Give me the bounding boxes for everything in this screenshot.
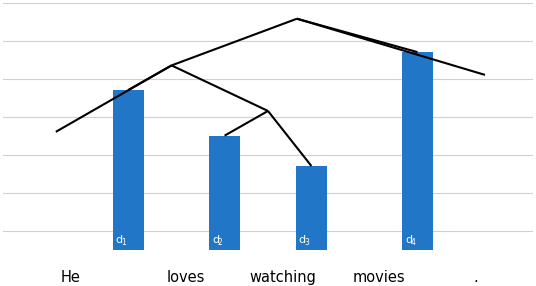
Bar bbox=[113, 90, 144, 249]
Text: d: d bbox=[299, 235, 306, 245]
Text: 3: 3 bbox=[304, 238, 309, 247]
Text: d: d bbox=[116, 235, 123, 245]
Text: .: . bbox=[473, 270, 478, 285]
Text: 2: 2 bbox=[218, 238, 222, 247]
Text: 4: 4 bbox=[411, 238, 415, 247]
Bar bbox=[402, 52, 433, 249]
Text: 1: 1 bbox=[122, 238, 126, 247]
Text: He: He bbox=[61, 270, 80, 285]
Text: movies: movies bbox=[353, 270, 405, 285]
Text: watching: watching bbox=[249, 270, 316, 285]
Bar bbox=[296, 166, 327, 249]
Text: loves: loves bbox=[167, 270, 205, 285]
Text: d: d bbox=[405, 235, 412, 245]
Text: d: d bbox=[212, 235, 219, 245]
Bar bbox=[209, 136, 240, 249]
